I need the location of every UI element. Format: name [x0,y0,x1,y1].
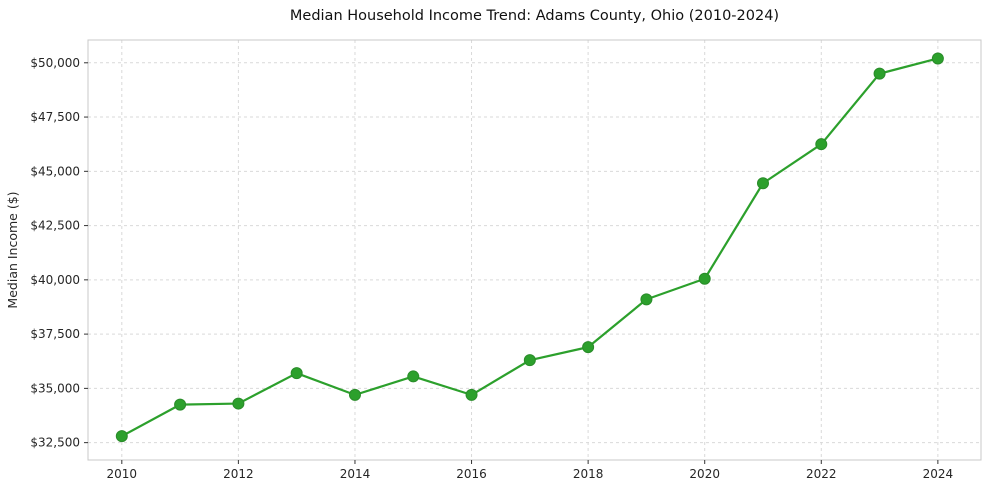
y-tick-label-50000: $50,000 [30,56,80,70]
y-tick-label-45000: $45,000 [30,164,80,178]
x-tick-label-2014: 2014 [340,467,371,481]
y-tick-label-37500: $37,500 [30,327,80,341]
data-point-2014 [348,388,361,401]
data-point-2017 [523,354,536,367]
y-tick-label-40000: $40,000 [30,273,80,287]
data-point-2010 [115,430,128,443]
y-tick-label-42500: $42,500 [30,219,80,233]
data-point-2015 [407,370,420,383]
data-point-2019 [640,293,653,306]
data-point-2011 [174,398,187,411]
plot-border [87,39,982,461]
data-point-2018 [582,341,595,354]
data-point-2012 [232,397,245,410]
y-tick-label-32500: $32,500 [30,436,80,450]
y-axis-label: Median Income ($) [5,191,20,308]
x-tick-label-2022: 2022 [806,467,837,481]
x-tick-label-2016: 2016 [456,467,487,481]
data-point-2020 [698,272,711,285]
x-tick-label-2020: 2020 [689,467,720,481]
x-tick-label-2010: 2010 [107,467,138,481]
chart-title: Median Household Income Trend: Adams Cou… [289,8,780,24]
data-point-2023 [873,67,886,80]
data-point-2016 [465,388,478,401]
data-point-2024 [931,52,944,65]
x-tick-label-2012: 2012 [223,467,254,481]
y-tick-label-47500: $47,500 [30,110,80,124]
data-point-2021 [756,177,769,190]
data-point-2013 [290,367,303,380]
data-point-2022 [815,138,828,151]
x-tick-label-2024: 2024 [923,467,954,481]
series-line [120,57,939,438]
y-tick-label-35000: $35,000 [30,381,80,395]
x-tick-label-2018: 2018 [573,467,604,481]
